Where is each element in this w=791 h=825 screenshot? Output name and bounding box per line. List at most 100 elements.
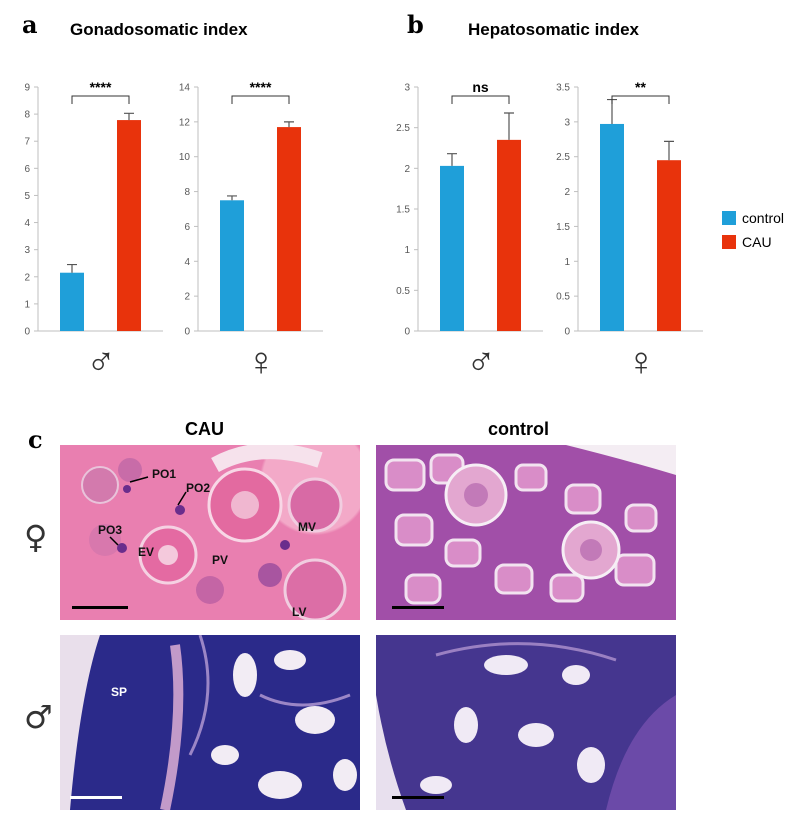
y-tick-label: 1: [24, 299, 30, 310]
y-tick-label: 6: [24, 164, 30, 175]
y-tick-label: 0: [404, 327, 410, 338]
error-bar-control: [447, 153, 457, 166]
arrow-po2: [177, 491, 187, 506]
error-bar-control: [67, 263, 77, 273]
significance-label: ns: [472, 79, 489, 95]
male-row-symbol: ♂: [24, 698, 53, 736]
female-symbol: ♀: [246, 340, 276, 384]
male-symbol: ♂: [86, 340, 116, 384]
label-mv: MV: [298, 520, 316, 534]
significance-label: ****: [90, 79, 112, 95]
arrow-po1: [129, 476, 149, 483]
label-po1: PO1: [152, 467, 177, 481]
chart-gsi-female: 0 2 4 6 8 10 12 14 **** ♀: [179, 79, 323, 384]
y-tick-label: 3: [24, 245, 30, 256]
chart-hsi-male: 0 0.5 1 1.5 2 2.5 3 ns ♂: [396, 79, 543, 384]
bar-control: [220, 200, 244, 331]
bar-control: [440, 165, 464, 331]
y-tick-label: 1.5: [556, 222, 570, 233]
y-tick-label: 2.5: [556, 152, 570, 163]
y-tick-label: 1: [564, 257, 570, 268]
y-tick-label: 6: [184, 222, 190, 233]
chart-hsi-female: 0 0.5 1 1.5 2 2.5 3 3.5 ** ♀: [556, 79, 703, 384]
label-sp: SP: [111, 685, 128, 699]
legend-swatch-cau: [722, 235, 736, 249]
significance-label: **: [635, 79, 646, 95]
micrograph-cau-ovary: PO1 PO2 PO3 EV PV MV LV: [60, 445, 360, 620]
male-symbol: ♂: [466, 340, 496, 384]
y-tick-label: 2: [404, 164, 410, 175]
y-tick-label: 3.5: [556, 83, 570, 94]
significance-label: ****: [250, 79, 272, 95]
legend-item-control: control: [722, 206, 784, 230]
panel-b-letter: b: [407, 10, 424, 39]
scale-bar: [72, 606, 128, 609]
female-row-symbol: ♀: [24, 518, 48, 556]
y-tick-label: 3: [404, 83, 410, 94]
significance-bracket: [71, 95, 130, 104]
y-tick-label: 2: [24, 272, 30, 283]
error-bar-cau: [664, 140, 674, 161]
significance-bracket: [231, 95, 290, 104]
y-tick-label: 9: [24, 83, 30, 94]
y-tick-label: 12: [179, 117, 191, 128]
legend-label-control: control: [742, 210, 785, 226]
legend-label-cau: CAU: [742, 234, 772, 250]
panel-a-letter: a: [22, 10, 38, 39]
y-tick-label: 0: [184, 327, 190, 338]
bar-cau: [277, 127, 301, 331]
label-ev: EV: [138, 545, 155, 559]
y-tick-label: 5: [24, 191, 30, 202]
column-title-cau: CAU: [185, 419, 224, 439]
significance-bracket: [611, 95, 670, 104]
testis-texture: [60, 635, 357, 810]
scale-bar: [392, 606, 444, 609]
panel-c-letter: c: [28, 425, 43, 454]
label-lv: LV: [292, 605, 307, 619]
label-pv: PV: [212, 553, 229, 567]
y-tick-label: 14: [179, 83, 191, 94]
y-tick-label: 3: [564, 117, 570, 128]
bar-control: [60, 272, 84, 331]
legend-swatch-control: [722, 211, 736, 225]
significance-bracket: [451, 95, 510, 104]
error-bar-cau: [124, 112, 134, 121]
y-tick-label: 0.5: [556, 292, 570, 303]
label-po3: PO3: [98, 523, 123, 537]
y-tick-label: 2: [184, 292, 190, 303]
legend-item-cau: CAU: [722, 230, 784, 254]
micrograph-control-testis: [376, 635, 676, 810]
column-title-control: control: [488, 419, 549, 439]
y-tick-label: 1.5: [396, 205, 410, 216]
bar-cau: [657, 160, 681, 331]
micrograph-cau-testis: SP: [60, 635, 360, 810]
y-tick-label: 0: [24, 327, 30, 338]
y-tick-label: 4: [24, 218, 30, 229]
y-tick-label: 8: [184, 187, 190, 198]
bar-cau: [497, 139, 521, 331]
y-tick-label: 8: [24, 110, 30, 121]
female-symbol: ♀: [626, 340, 656, 384]
micrograph-control-ovary: [376, 445, 676, 620]
error-bar-cau: [284, 121, 294, 128]
y-tick-label: 2.5: [396, 123, 410, 134]
chart-gsi-male: 0 1 2 3 4 5 6 7 8 9 **** ♂: [24, 79, 163, 384]
arrow-po3: [109, 536, 119, 546]
y-tick-label: 10: [179, 152, 191, 163]
y-tick-label: 1: [404, 245, 410, 256]
error-bar-cau: [504, 112, 514, 140]
y-tick-label: 7: [24, 137, 30, 148]
chart-legend: control CAU: [722, 206, 784, 254]
ovary-texture: [81, 445, 347, 620]
y-tick-label: 4: [184, 257, 190, 268]
panel-a-title: Gonadosomatic index: [70, 20, 248, 39]
scale-bar: [70, 796, 122, 799]
label-po2: PO2: [186, 481, 211, 495]
ovary-texture: [376, 445, 676, 620]
y-tick-label: 0.5: [396, 286, 410, 297]
testis-texture: [376, 635, 676, 810]
bar-control: [600, 123, 624, 331]
panel-b-title: Hepatosomatic index: [468, 20, 639, 39]
bar-cau: [117, 120, 141, 331]
y-tick-label: 0: [564, 327, 570, 338]
